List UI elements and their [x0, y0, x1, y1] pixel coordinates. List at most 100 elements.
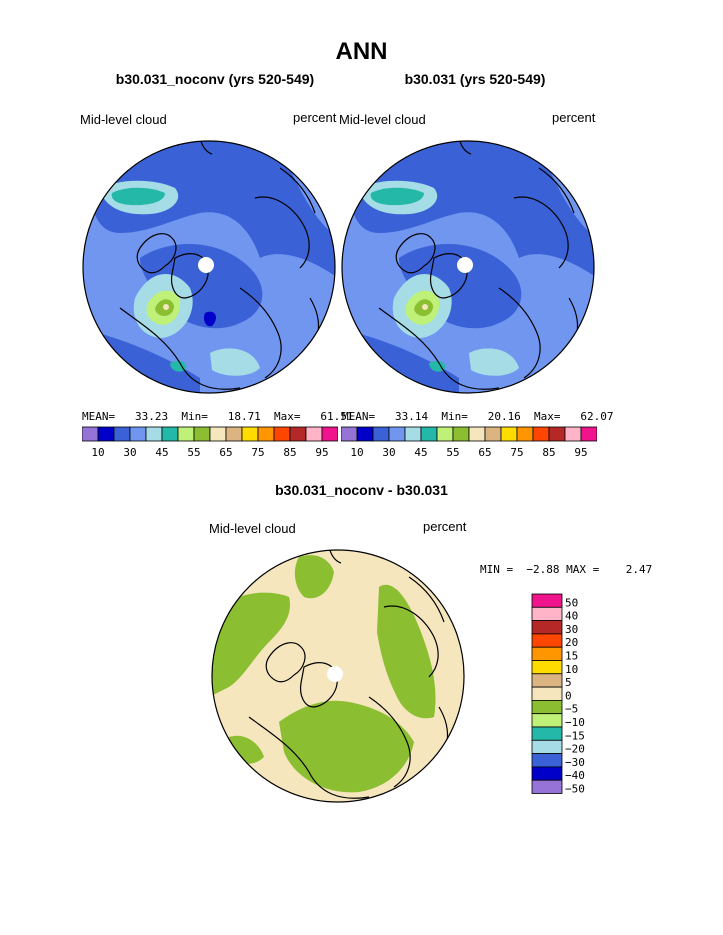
right-stats: MEAN= 33.14 Min= 20.16 Max= 62.07 [342, 410, 614, 423]
colorbar-swatch [273, 426, 291, 442]
right-case-title: b30.031 (yrs 520-549) [404, 71, 546, 87]
colorbar-swatch [531, 673, 563, 688]
left-case-title: b30.031_noconv (yrs 520-549) [115, 71, 315, 87]
colorbar-swatch [468, 426, 486, 442]
colorbar-swatch [209, 426, 227, 442]
colorbar-tick-label: −10 [565, 716, 585, 729]
east-asia-band [469, 348, 519, 376]
left-units-label: percent [293, 110, 337, 125]
colorbar-tick-label: 65 [219, 446, 232, 459]
colorbar-tick-label: 40 [565, 610, 578, 623]
colorbar-swatch [548, 426, 566, 442]
colorbar-swatch [241, 426, 259, 442]
colorbar-swatch [564, 426, 582, 442]
colorbar-tick-label: 45 [155, 446, 168, 459]
colorbar-swatch [452, 426, 470, 442]
right-units-label: percent [552, 110, 596, 125]
colorbar-swatch [531, 620, 563, 635]
colorbar-swatch [531, 753, 563, 768]
colorbar-tick-label: −20 [565, 743, 585, 756]
colorbar-swatch [97, 426, 115, 442]
europe-decrease [377, 584, 436, 719]
colorbar-swatch [500, 426, 518, 442]
north-atlantic-core [370, 187, 424, 206]
coastlines [248, 550, 449, 799]
colorbar-swatch [404, 426, 422, 442]
colorbar-swatch [129, 426, 147, 442]
colorbar-tick-label: 5 [565, 676, 572, 689]
right-polar-map [341, 140, 595, 394]
diff-field-label: Mid-level cloud [209, 521, 296, 536]
colorbar-swatch [531, 646, 563, 661]
right-field-label: Mid-level cloud [339, 112, 426, 127]
left-stats: MEAN= 33.23 Min= 18.71 Max= 61.51 [82, 410, 354, 423]
atlantic-decrease [212, 592, 290, 697]
colorbar-swatch [531, 686, 563, 701]
east-asia-band [210, 348, 260, 376]
colorbar-swatch [289, 426, 307, 442]
colorbar-tick-label: 15 [565, 650, 578, 663]
colorbar-swatch [225, 426, 243, 442]
left-colorbar: 10 30 45 55 65 75 85 95 [82, 426, 338, 459]
colorbar-tick-label: 95 [315, 446, 328, 459]
colorbar-swatch [372, 426, 390, 442]
arctic-cloud-region [349, 141, 594, 278]
tibet-max-spot [163, 304, 169, 310]
colorbar-swatch [532, 426, 550, 442]
colorbar-swatch [531, 766, 563, 781]
colorbar-swatch [484, 426, 502, 442]
colorbar-swatch [436, 426, 454, 442]
colorbar-tick-label: 55 [187, 446, 200, 459]
colorbar-swatch [82, 426, 99, 442]
colorbar-tick-label: 10 [350, 446, 363, 459]
colorbar-swatch [177, 426, 195, 442]
colorbar-tick-label: 75 [251, 446, 264, 459]
colorbar-swatch [305, 426, 323, 442]
colorbar-tick-label: 30 [382, 446, 395, 459]
colorbar-tick-label: 45 [414, 446, 427, 459]
colorbar-swatch [531, 700, 563, 715]
north-atlantic-core [111, 187, 165, 206]
colorbar-swatch [531, 593, 563, 608]
colorbar-tick-label: 85 [542, 446, 555, 459]
colorbar-tick-label: −5 [565, 703, 578, 716]
colorbar-tick-label: 65 [478, 446, 491, 459]
colorbar-swatch [145, 426, 163, 442]
arctic-cloud-region [90, 141, 335, 278]
figure-title: ANN [335, 38, 388, 65]
colorbar-tick-label: 0 [565, 689, 572, 702]
colorbar-swatch [388, 426, 406, 442]
map-border [82, 140, 336, 394]
colorbar-tick-label: 30 [123, 446, 136, 459]
coastlines [119, 141, 320, 390]
colorbar-tick-label: −50 [565, 783, 585, 796]
colorbar-swatch [420, 426, 438, 442]
colorbar-tick-label: 85 [283, 446, 296, 459]
colorbar-tick-label: −40 [565, 769, 585, 782]
pole-hole [327, 666, 343, 682]
colorbar-swatch [531, 660, 563, 675]
colorbar-swatch [257, 426, 275, 442]
asia-decrease [279, 700, 414, 793]
colorbar-tick-label: 20 [565, 636, 578, 649]
colorbar-swatch [531, 726, 563, 741]
colorbar-swatch [531, 739, 563, 755]
map-border [341, 140, 595, 394]
colorbar-swatch [531, 633, 563, 648]
colorbar-swatch [321, 426, 338, 442]
pole-hole [198, 257, 214, 273]
colorbar-swatch [113, 426, 131, 442]
colorbar-tick-label: 30 [565, 623, 578, 636]
colorbar-tick-label: 10 [565, 663, 578, 676]
right-colorbar: 10 30 45 55 65 75 85 95 [341, 426, 597, 459]
colorbar-swatch [356, 426, 374, 442]
colorbar-tick-label: 95 [574, 446, 587, 459]
colorbar-swatch [193, 426, 211, 442]
map-border [211, 549, 465, 803]
diff-polar-map [211, 549, 465, 803]
arctic-decrease [294, 555, 334, 599]
colorbar-swatch [161, 426, 179, 442]
colorbar-tick-label: 75 [510, 446, 523, 459]
diff-minmax: MIN = −2.88 MAX = 2.47 [480, 563, 653, 576]
